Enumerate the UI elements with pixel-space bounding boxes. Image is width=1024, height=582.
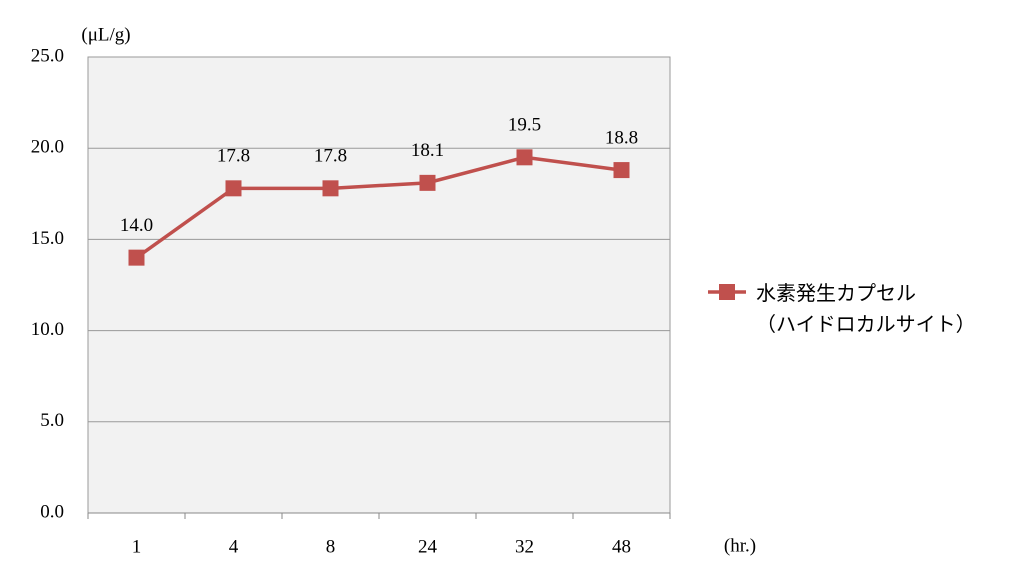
- data-label: 18.8: [605, 127, 638, 148]
- y-tick-label: 15.0: [31, 228, 64, 249]
- y-axis-label: (μL/g): [81, 24, 130, 45]
- data-point: [419, 174, 436, 191]
- x-tick-label: 8: [326, 536, 336, 557]
- data-label: 17.8: [314, 146, 347, 167]
- y-tick-label: 0.0: [40, 501, 64, 522]
- data-point: [322, 180, 339, 197]
- x-tick-label: 48: [612, 536, 631, 557]
- data-label: 14.0: [120, 215, 153, 236]
- data-label: 19.5: [508, 115, 541, 136]
- legend-marker: [719, 284, 735, 300]
- data-label: 18.1: [411, 140, 444, 161]
- legend-label: 水素発生カプセル （ハイドロカルサイト）: [756, 281, 976, 336]
- y-tick-label: 25.0: [31, 45, 64, 66]
- x-tick-label: 32: [515, 536, 534, 557]
- data-point: [225, 180, 242, 197]
- y-tick-label: 5.0: [40, 410, 64, 431]
- data-point: [613, 162, 630, 179]
- x-tick-label: 24: [418, 536, 438, 557]
- x-axis-label: (hr.): [724, 535, 756, 556]
- y-tick-label: 20.0: [31, 137, 64, 158]
- x-tick-label: 4: [229, 536, 239, 557]
- series-line: [135, 155, 622, 260]
- data-point: [516, 149, 533, 166]
- x-tick-label: 1: [132, 536, 142, 557]
- y-tick-label: 10.0: [31, 319, 64, 340]
- data-label: 17.8: [217, 146, 250, 167]
- plot-area: [87, 56, 671, 514]
- data-point: [128, 249, 145, 266]
